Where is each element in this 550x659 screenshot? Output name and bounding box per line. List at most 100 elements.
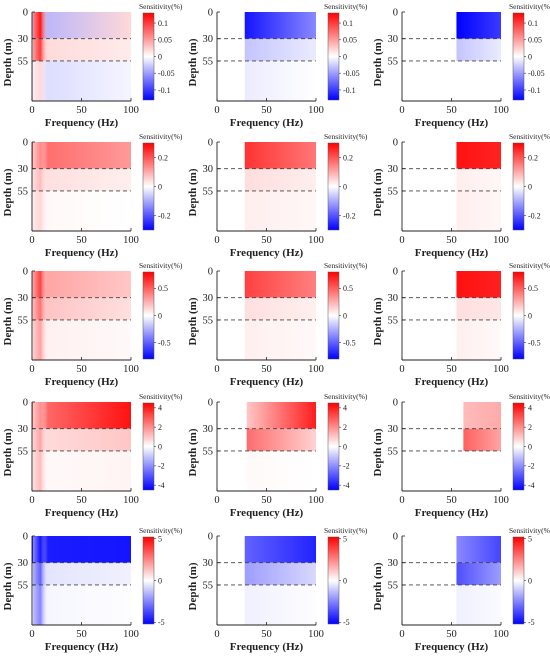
heatmap-layer-1 [244, 12, 316, 39]
x-axis-label: Frequency (Hz) [230, 247, 304, 259]
panel-r3-c2: 0 50 100 0 30 55 Frequency (Hz) Depth (m) Sensit… [187, 261, 368, 388]
colorbar-tick-label: -2 [528, 462, 535, 471]
low-frequency-strip-3 [32, 450, 48, 491]
colorbar-tick-label: -0.05 [158, 69, 175, 78]
colorbar-tick-label: 0 [343, 182, 347, 191]
colorbar [142, 142, 155, 231]
colorbar-tick-label: -0.2 [158, 211, 171, 220]
x-tick-label: 100 [308, 629, 324, 640]
colorbar-tick-label: 0.5 [158, 284, 168, 293]
colorbar-title: Sensitivity(%) [509, 261, 550, 270]
low-frequency-strip-2 [32, 562, 48, 585]
heatmap-layer-3 [32, 319, 131, 360]
colorbar-tick-label: 0 [343, 52, 347, 61]
heatmap-layer-2 [456, 38, 501, 61]
colorbar-tick-label: 0.5 [343, 284, 353, 293]
panel-r2-c3: 0 50 100 0 30 55 Frequency (Hz) Depth (m) Sensit… [372, 132, 550, 259]
heatmap-layer-3 [463, 450, 501, 491]
x-axis-label: Frequency (Hz) [415, 641, 489, 653]
y-tick-label: 0 [23, 8, 28, 19]
heatmap-layer-1 [456, 12, 501, 39]
y-axis-label: Depth (m) [372, 562, 384, 610]
x-tick-label: 0 [214, 629, 219, 640]
y-tick-label: 30 [18, 293, 29, 304]
y-tick-label: 0 [208, 267, 213, 278]
colorbar-tick-label: -0.1 [343, 86, 356, 95]
colorbar [142, 536, 155, 625]
y-axis-label: Depth (m) [372, 168, 384, 216]
y-tick-label: 30 [203, 558, 214, 569]
y-tick-label: 55 [388, 56, 399, 67]
x-tick-label: 100 [493, 629, 509, 640]
colorbar-tick-label: 0.2 [343, 153, 353, 162]
colorbar-title: Sensitivity(%) [139, 526, 183, 535]
colorbar-title: Sensitivity(%) [509, 526, 550, 535]
low-frequency-strip-2 [32, 297, 48, 320]
y-tick-label: 0 [393, 398, 398, 409]
y-tick-label: 55 [18, 56, 29, 67]
heatmap-layer-2 [32, 38, 131, 61]
heatmap-layer-3 [456, 319, 501, 360]
colorbar-tick-label: -5 [158, 618, 165, 627]
colorbar-tick-label: 0.2 [528, 153, 538, 162]
y-tick-label: 30 [388, 34, 399, 45]
y-tick-label: 30 [388, 293, 399, 304]
heatmap-layer-1 [32, 142, 131, 169]
x-tick-label: 50 [446, 364, 457, 375]
x-tick-label: 0 [214, 105, 219, 116]
colorbar-tick-label: 2 [158, 423, 162, 432]
colorbar-tick-label: 0 [528, 576, 532, 585]
low-frequency-strip-2 [32, 38, 48, 61]
heatmap-layer-2 [244, 168, 316, 191]
y-axis-label: Depth (m) [2, 297, 14, 345]
colorbar-tick-label: 0.1 [528, 19, 538, 28]
colorbar-title: Sensitivity(%) [139, 2, 183, 11]
y-tick-label: 0 [393, 8, 398, 19]
x-tick-label: 100 [308, 364, 324, 375]
colorbar [142, 271, 155, 360]
heatmap-layer-3 [244, 584, 316, 625]
low-frequency-strip-2 [32, 168, 48, 191]
y-tick-label: 0 [393, 532, 398, 543]
panel-r1-c2: 0 50 100 0 30 55 Frequency (Hz) Depth (m) Sensit… [187, 2, 368, 129]
y-axis-label: Depth (m) [372, 297, 384, 345]
colorbar-tick-label: -5 [343, 618, 350, 627]
y-tick-label: 30 [18, 558, 29, 569]
y-axis-label: Depth (m) [187, 428, 199, 476]
y-tick-label: 30 [203, 424, 214, 435]
colorbar-tick-label: 0 [528, 311, 532, 320]
x-axis-label: Frequency (Hz) [45, 641, 119, 653]
colorbar-title: Sensitivity(%) [324, 526, 368, 535]
y-tick-label: 0 [208, 138, 213, 149]
y-tick-label: 0 [23, 138, 28, 149]
x-tick-label: 100 [308, 235, 324, 246]
panel-r3-c1: 0 50 100 0 30 55 Frequency (Hz) Depth (m) Sensit… [2, 261, 183, 388]
colorbar-tick-label: 4 [528, 404, 532, 413]
colorbar-tick-label: -0.05 [528, 69, 545, 78]
panel-r4-c1: 0 50 100 0 30 55 Frequency (Hz) Depth (m) Sensit… [2, 392, 183, 519]
y-tick-label: 0 [393, 267, 398, 278]
low-frequency-strip-3 [32, 584, 48, 625]
panel-r3-c3: 0 50 100 0 30 55 Frequency (Hz) Depth (m) Sensit… [372, 261, 550, 388]
y-tick-label: 30 [18, 34, 29, 45]
x-tick-label: 50 [261, 629, 272, 640]
colorbar-tick-label: 0 [528, 182, 532, 191]
low-frequency-strip-1 [32, 142, 48, 169]
colorbar-tick-label: -0.2 [528, 211, 541, 220]
low-frequency-strip-1 [32, 402, 48, 429]
colorbar-tick-label: 0 [343, 311, 347, 320]
heatmap-layer-1 [456, 142, 501, 169]
y-tick-label: 30 [388, 558, 399, 569]
heatmap-layer-1 [244, 142, 316, 169]
panel-r2-c1: 0 50 100 0 30 55 Frequency (Hz) Depth (m) Sensit… [2, 132, 183, 259]
colorbar-tick-label: -0.5 [528, 338, 541, 347]
colorbar-title: Sensitivity(%) [139, 132, 183, 141]
colorbar-tick-label: 0 [343, 576, 347, 585]
y-tick-label: 30 [203, 293, 214, 304]
x-tick-label: 0 [399, 105, 404, 116]
heatmap-layer-3 [246, 450, 316, 491]
panel-r1-c1: 0 50 100 0 30 55 Frequency (Hz) Depth (m) Sensit… [2, 2, 183, 129]
heatmap-layer-2 [32, 562, 131, 585]
colorbar-tick-label: 0 [158, 182, 162, 191]
